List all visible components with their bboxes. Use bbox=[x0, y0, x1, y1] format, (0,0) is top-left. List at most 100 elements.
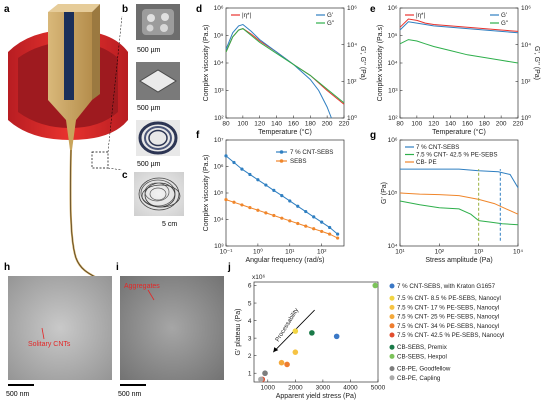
chart-g-xtick-label: 10⁴ bbox=[513, 249, 523, 256]
chart-g-legend-label: 7 % CNT-SEBS bbox=[416, 144, 459, 151]
chart-d-xtick-label: 200 bbox=[322, 121, 333, 128]
chart-j-point bbox=[262, 370, 268, 377]
chart-j-ytick-label: 1 bbox=[248, 370, 252, 377]
chart-j-legend-marker bbox=[389, 314, 395, 320]
scale-bar-b3: 500 µm bbox=[137, 161, 161, 168]
panel-h-letter: h bbox=[4, 262, 10, 273]
chart-g-xlabel: Stress amplitude (Pa) bbox=[425, 257, 492, 264]
chart-e-ytick-label: 10⁶ bbox=[388, 5, 398, 12]
chart-f-point bbox=[272, 188, 276, 192]
chart-j-point bbox=[292, 349, 299, 355]
scale-bar-b2: 500 µm bbox=[137, 105, 161, 112]
chart-g-xtick-label: 10² bbox=[435, 249, 445, 256]
chart-e-xtick-label: 200 bbox=[496, 121, 507, 128]
chart-e-series-line bbox=[399, 21, 519, 34]
chart-f-point bbox=[232, 200, 236, 204]
chart-f-point bbox=[320, 220, 324, 224]
chart-j-ytick-label: 4 bbox=[248, 318, 252, 325]
chart-g-ytick-label: 10⁶ bbox=[388, 137, 398, 144]
chart-e-ytick-label: 10⁴ bbox=[387, 60, 397, 67]
chart-j-point bbox=[333, 333, 340, 340]
chart-e-series-line bbox=[399, 18, 519, 32]
scale-bar-i: 500 nm bbox=[118, 391, 142, 398]
chart-f-point bbox=[240, 203, 244, 207]
chart-j-legend-marker bbox=[389, 344, 395, 350]
chart-j-legend-label: 7.5 % CNT- 42.5 % PE-SEBS, Nanocyl bbox=[397, 332, 504, 339]
chart-e-xtick-label: 100 bbox=[411, 121, 422, 128]
chart-d-series-line bbox=[225, 28, 345, 105]
extruder-illustration bbox=[8, 4, 128, 300]
chart-d-ylabel-left: Complex viscosity (Pa.s) bbox=[203, 25, 210, 102]
chart-f-ylabel: Complex viscosity (Pa.s) bbox=[203, 155, 210, 232]
chart-f-point bbox=[296, 221, 300, 226]
chart-f-legend-label: SEBS bbox=[290, 158, 307, 165]
chart-e-xtick-label: 140 bbox=[445, 121, 456, 128]
photo-b2 bbox=[136, 62, 180, 100]
chart-g-ytick-label: 10⁵ bbox=[388, 190, 398, 197]
chart-e-series-line bbox=[399, 39, 519, 64]
scale-bar-h: 500 nm bbox=[6, 391, 30, 398]
chart-f-point bbox=[312, 215, 316, 219]
chart-e-legend-label: G'' bbox=[501, 20, 508, 27]
chart-d-legend-label: G' bbox=[327, 12, 333, 19]
chart-f-ytick-label: 10³ bbox=[214, 243, 224, 250]
panel-c-letter: c bbox=[122, 170, 128, 181]
chart-d-xtick-label: 100 bbox=[237, 121, 248, 128]
chart-e-ytick-label: 10⁵ bbox=[388, 33, 398, 40]
chart-d-series-line bbox=[225, 28, 345, 104]
chart-g-series-line bbox=[399, 192, 519, 215]
chart-j-legend-label: 7 % CNT-SEBS, with Kraton G1657 bbox=[397, 283, 496, 290]
chart-d-xtick-label: 140 bbox=[271, 121, 282, 128]
chart-d-xtick-label: 180 bbox=[305, 121, 316, 128]
chart-j-xlabel: Apparent yield stress (Pa) bbox=[276, 393, 357, 400]
chart-j-arrowhead bbox=[273, 347, 279, 353]
chart-d-series-line bbox=[225, 23, 332, 119]
chart-j-legend-marker bbox=[389, 323, 395, 329]
chart-j-legend-label: 7.5 % CNT- 17 % PE-SEBS, Nanocyl bbox=[397, 304, 499, 311]
panel-f-letter: f bbox=[196, 130, 200, 141]
chart-d-legend-label: G'' bbox=[327, 20, 334, 27]
chart-f-point bbox=[256, 208, 260, 212]
scale-bar-b1: 500 µm bbox=[137, 47, 161, 54]
chart-f-xtick-label: 10⁻¹ bbox=[220, 249, 234, 256]
chart-g-ylabel: G' (Pa) bbox=[381, 182, 388, 204]
chart-j-legend-marker bbox=[389, 353, 395, 359]
chart-j-point bbox=[278, 359, 285, 366]
chart-g-series-line bbox=[399, 200, 519, 226]
chart-j-xtick-label: 3000 bbox=[316, 385, 331, 392]
chart-j-xtick-label: 4000 bbox=[343, 385, 358, 392]
chart-j-point bbox=[372, 282, 379, 289]
chart-j-multiplier: x10⁶ bbox=[252, 274, 265, 281]
chart-j-legend-label: CB-PE, Capling bbox=[397, 375, 441, 382]
chart-j-ytick-label: 3 bbox=[248, 335, 252, 342]
chart-d-ytick-label: 10² bbox=[214, 115, 224, 122]
chart-d-xtick-label: 220 bbox=[339, 121, 350, 128]
chart-e-xtick-label: 120 bbox=[428, 121, 439, 128]
panel-g-letter: g bbox=[370, 130, 376, 141]
chart-f-point bbox=[224, 154, 228, 158]
chart-d-xtick-label: 80 bbox=[222, 121, 230, 128]
chart-j-xtick-label: 2000 bbox=[288, 385, 303, 392]
chart-f-xtick-label: 10¹ bbox=[285, 249, 295, 256]
chart-d-ylabel-right: G', G'' (Pa) bbox=[359, 46, 366, 80]
chart-f-xtick-label: 10² bbox=[317, 249, 327, 256]
chart-j-xtick-label: 1000 bbox=[261, 385, 276, 392]
panel-d-letter: d bbox=[196, 4, 202, 15]
annotation-aggregates: Aggregates bbox=[124, 283, 160, 290]
chart-j-point bbox=[284, 361, 290, 368]
chart-f-point bbox=[280, 194, 284, 198]
chart-f-ytick-label: 10⁶ bbox=[214, 164, 224, 171]
tem-image-i bbox=[120, 276, 224, 380]
chart-j-point bbox=[309, 330, 315, 336]
chart-f-ytick-label: 10⁵ bbox=[214, 190, 224, 197]
annotation-solitary-cnts: Solitary CNTs bbox=[28, 341, 71, 348]
chart-f-point bbox=[288, 219, 292, 223]
chart-f-point bbox=[336, 232, 340, 236]
chart-f-point bbox=[248, 205, 252, 210]
chart-d-xtick-label: 120 bbox=[254, 121, 265, 128]
chart-j-legend-label: 7.5 % CNT- 34 % PE-SEBS, Nanocyl bbox=[397, 323, 499, 330]
chart-f-legend-label: 7 % CNT-SEBS bbox=[290, 149, 333, 156]
chart-e-xtick-label: 160 bbox=[462, 121, 473, 128]
chart-f-point bbox=[264, 211, 268, 215]
